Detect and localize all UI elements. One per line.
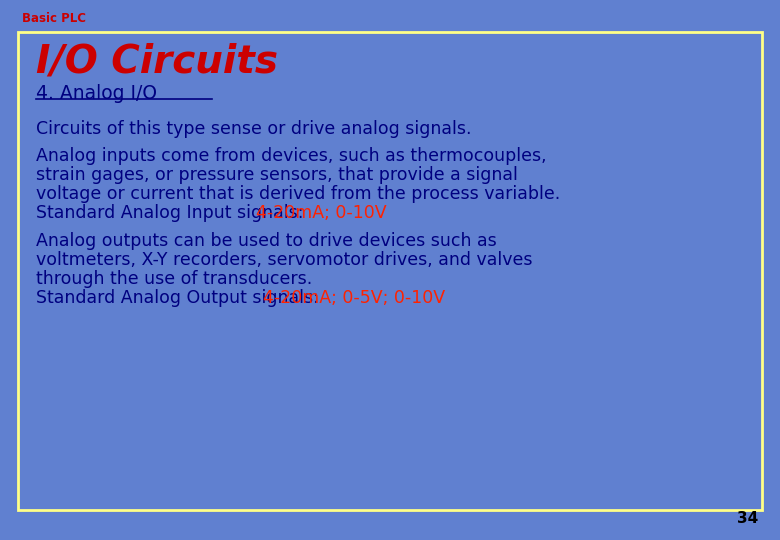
- Text: I/O Circuits: I/O Circuits: [36, 42, 278, 80]
- Text: 34: 34: [737, 511, 758, 526]
- Text: strain gages, or pressure sensors, that provide a signal: strain gages, or pressure sensors, that …: [36, 166, 518, 184]
- FancyBboxPatch shape: [18, 32, 762, 510]
- Text: Basic PLC: Basic PLC: [22, 12, 86, 25]
- Text: 4-20mA; 0-10V: 4-20mA; 0-10V: [256, 204, 387, 222]
- Text: voltmeters, X-Y recorders, servomotor drives, and valves: voltmeters, X-Y recorders, servomotor dr…: [36, 251, 533, 269]
- Text: voltage or current that is derived from the process variable.: voltage or current that is derived from …: [36, 185, 560, 203]
- Text: Standard Analog Input signals:: Standard Analog Input signals:: [36, 204, 309, 222]
- Text: Analog inputs come from devices, such as thermocouples,: Analog inputs come from devices, such as…: [36, 147, 547, 165]
- Text: 4. Analog I/O: 4. Analog I/O: [36, 84, 157, 103]
- Text: Circuits of this type sense or drive analog signals.: Circuits of this type sense or drive ana…: [36, 120, 471, 138]
- Text: Standard Analog Output signals:: Standard Analog Output signals:: [36, 289, 324, 307]
- Text: Analog outputs can be used to drive devices such as: Analog outputs can be used to drive devi…: [36, 232, 497, 250]
- Text: through the use of transducers.: through the use of transducers.: [36, 270, 312, 288]
- Text: 4-20mA; 0-5V; 0-10V: 4-20mA; 0-5V; 0-10V: [263, 289, 445, 307]
